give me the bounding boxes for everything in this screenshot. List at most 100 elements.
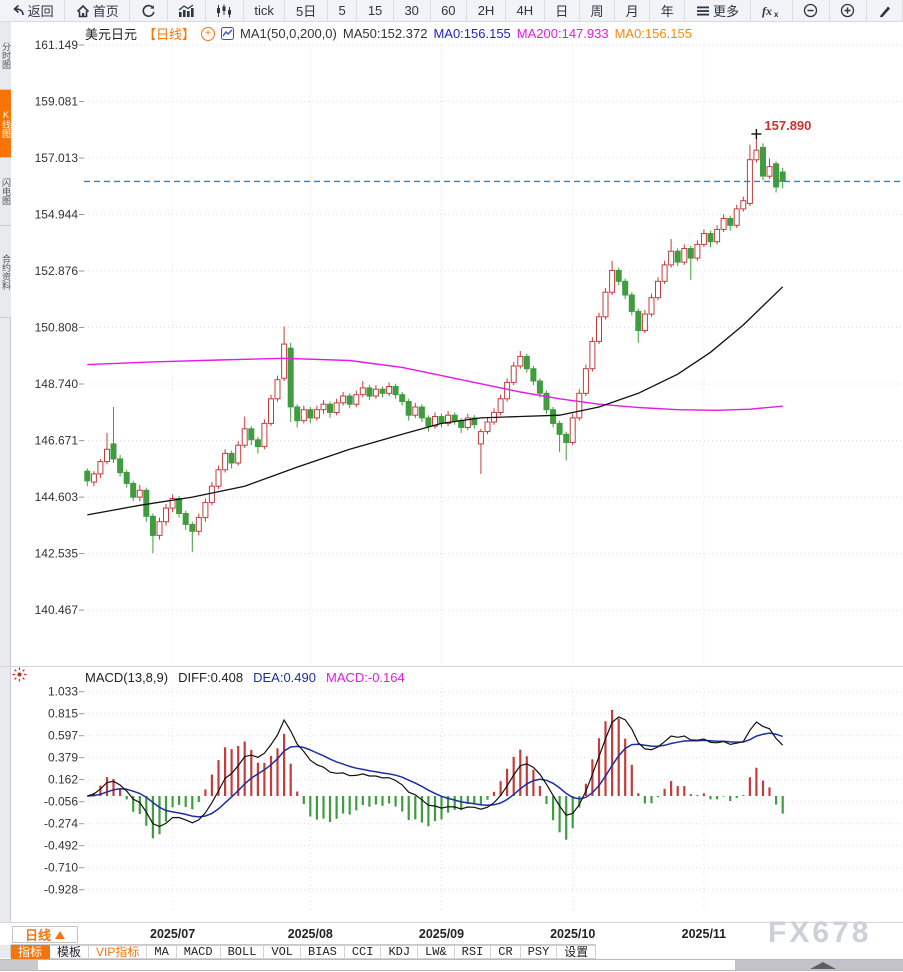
toolbar-button-2H[interactable]: 2H <box>467 0 506 21</box>
toolbar-button-label: 30 <box>404 3 419 18</box>
top-toolbar: 返回 首页 tick 5日 5 15 30 60 2H 4H 日 周 月 年 更多 fx x <box>0 0 903 22</box>
toolbar-button-label: 周 <box>590 4 604 19</box>
svg-text:0.815: 0.815 <box>48 707 78 721</box>
toolbar-button-label: 60 <box>441 3 456 18</box>
toolbar-button-tick[interactable]: tick <box>244 0 286 21</box>
period-selector-label: 日线 <box>24 928 51 943</box>
collapse-panel-arrow-icon[interactable] <box>810 962 836 969</box>
zoom-in-icon <box>840 3 855 18</box>
indicator-tab-PSY[interactable]: PSY <box>520 945 558 959</box>
toolbar-button-5日[interactable]: 5日 <box>285 0 328 21</box>
toolbar-button-label: 5日 <box>296 4 317 19</box>
toolbar-button-首页[interactable]: 首页 <box>65 0 131 21</box>
xaxis-row: 日线 2025/07 2025/08 2025/09 2025/10 2025/11 <box>0 922 903 945</box>
toolbar-button-candles[interactable] <box>206 0 244 21</box>
chevron-up-icon <box>55 930 65 939</box>
ma200-value: MA200:147.933 <box>516 26 609 41</box>
svg-text:148.740: 148.740 <box>35 377 79 391</box>
indicator-tab-LW&[interactable]: LW& <box>418 945 455 959</box>
chart-plot[interactable]: 161.149 159.081 157.013 154.944 152.876 150.8… <box>0 38 903 912</box>
svg-text:144.603: 144.603 <box>35 490 79 504</box>
svg-text:0.162: 0.162 <box>48 773 78 787</box>
sidebar-tab-分时图[interactable]: 分时图 <box>0 22 11 90</box>
svg-text:x: x <box>774 10 779 18</box>
menu-icon <box>696 5 710 17</box>
svg-text:157.013: 157.013 <box>35 151 79 165</box>
toolbar-button-日[interactable]: 日 <box>545 0 580 21</box>
svg-text:-0.274: -0.274 <box>44 817 78 831</box>
ma0-orange-value: MA0:156.155 <box>614 26 692 41</box>
add-compare-icon[interactable]: + <box>201 26 216 41</box>
indicator-tab-KDJ[interactable]: KDJ <box>381 945 419 959</box>
toolbar-button-refresh[interactable] <box>130 0 168 21</box>
sidebar-tab-K线图[interactable]: K线图 <box>0 90 11 158</box>
svg-text:161.149: 161.149 <box>35 38 79 52</box>
period-selector[interactable]: 日线 <box>12 926 78 943</box>
toolbar-button-label: 日 <box>555 4 569 19</box>
toolbar-button-label: 年 <box>660 4 674 19</box>
toolbar-button-返回[interactable]: 返回 <box>0 0 66 21</box>
indicator-tab-VOL[interactable]: VOL <box>264 945 302 959</box>
toolbar-button-月[interactable]: 月 <box>615 0 651 21</box>
svg-text:-0.492: -0.492 <box>44 839 78 853</box>
svg-text:142.535: 142.535 <box>35 547 79 561</box>
indicator-tab-CR[interactable]: CR <box>491 945 521 959</box>
period-label: 【日线】 <box>143 27 196 42</box>
toolbar-button-zoom-out[interactable] <box>793 0 830 21</box>
toolbar-button-4H[interactable]: 4H <box>506 0 545 21</box>
xaxis-month-label: 2025/10 <box>550 927 596 941</box>
ma50-value: MA50:152.372 <box>342 26 428 41</box>
chart-type-sidebar: 分时图 K线图 闪电图 合约资料 <box>0 22 11 958</box>
svg-text:157.890: 157.890 <box>764 118 811 133</box>
toolbar-button-label: 月 <box>625 4 639 19</box>
indicator-tab-VIP指标[interactable]: VIP指标 <box>89 945 148 959</box>
indicator-tab-BIAS[interactable]: BIAS <box>301 945 345 959</box>
toolbar-button-label: 返回 <box>27 4 54 19</box>
toolbar-button-更多[interactable]: 更多 <box>685 0 751 21</box>
pencil-icon <box>878 4 892 18</box>
toolbar-button-15[interactable]: 15 <box>357 0 394 21</box>
toolbar-button-年[interactable]: 年 <box>650 0 686 21</box>
indicator-tab-设置[interactable]: 设置 <box>557 945 597 959</box>
macd-header: MACD(13,8,9) DIFF:0.408 DEA:0.490 MACD:-… <box>85 670 405 685</box>
scrollbar-left-block <box>0 960 38 970</box>
toolbar-button-bar-chart[interactable] <box>168 0 206 21</box>
ma0-blue-value: MA0:156.155 <box>433 26 511 41</box>
indicator-tab-CCI[interactable]: CCI <box>344 945 382 959</box>
indicator-tab-BOLL[interactable]: BOLL <box>220 945 265 959</box>
svg-text:-0.710: -0.710 <box>44 861 78 875</box>
indicator-settings-icon[interactable] <box>12 667 27 682</box>
indicator-tab-MACD[interactable]: MACD <box>176 945 221 959</box>
chart-title-bar: 美元日元 【日线】 + MA1(50,0,200,0) MA50:152.372… <box>85 24 692 43</box>
candles-icon <box>216 4 232 18</box>
sidebar-tab-闪电图[interactable]: 闪电图 <box>0 158 11 226</box>
macd-dea-value: DEA:0.490 <box>253 670 316 685</box>
toolbar-button-label: 5 <box>338 3 346 18</box>
indicator-tab-指标[interactable]: 指标 <box>11 945 51 959</box>
refresh-icon <box>141 3 156 18</box>
toolbar-button-label: 2H <box>477 3 495 18</box>
toolbar-button-label: 更多 <box>712 4 739 19</box>
fx-icon: fx x <box>761 4 781 18</box>
home-icon <box>76 4 90 18</box>
toolbar-button-周[interactable]: 周 <box>580 0 616 21</box>
svg-text:1.033: 1.033 <box>48 685 78 699</box>
toolbar-button-30[interactable]: 30 <box>394 0 431 21</box>
ma-settings-label: MA1(50,0,200,0) <box>240 26 337 41</box>
mini-chart-icon[interactable] <box>221 27 235 40</box>
indicator-tab-模板[interactable]: 模板 <box>50 945 90 959</box>
sidebar-tab-合约资料[interactable]: 合约资料 <box>0 226 11 318</box>
toolbar-button-fx[interactable]: fx x <box>751 0 793 21</box>
indicator-tab-MA[interactable]: MA <box>147 945 177 959</box>
toolbar-button-60[interactable]: 60 <box>431 0 468 21</box>
fx678-watermark: FX678 <box>768 916 872 949</box>
toolbar-button-5[interactable]: 5 <box>328 0 358 21</box>
indicator-tab-RSI[interactable]: RSI <box>454 945 492 959</box>
toolbar-button-label: 首页 <box>92 4 119 19</box>
svg-text:152.876: 152.876 <box>35 264 79 278</box>
toolbar-button-zoom-in[interactable] <box>830 0 868 21</box>
symbol-name: 美元日元 <box>85 27 138 42</box>
horizontal-scrollbar[interactable] <box>0 959 903 971</box>
